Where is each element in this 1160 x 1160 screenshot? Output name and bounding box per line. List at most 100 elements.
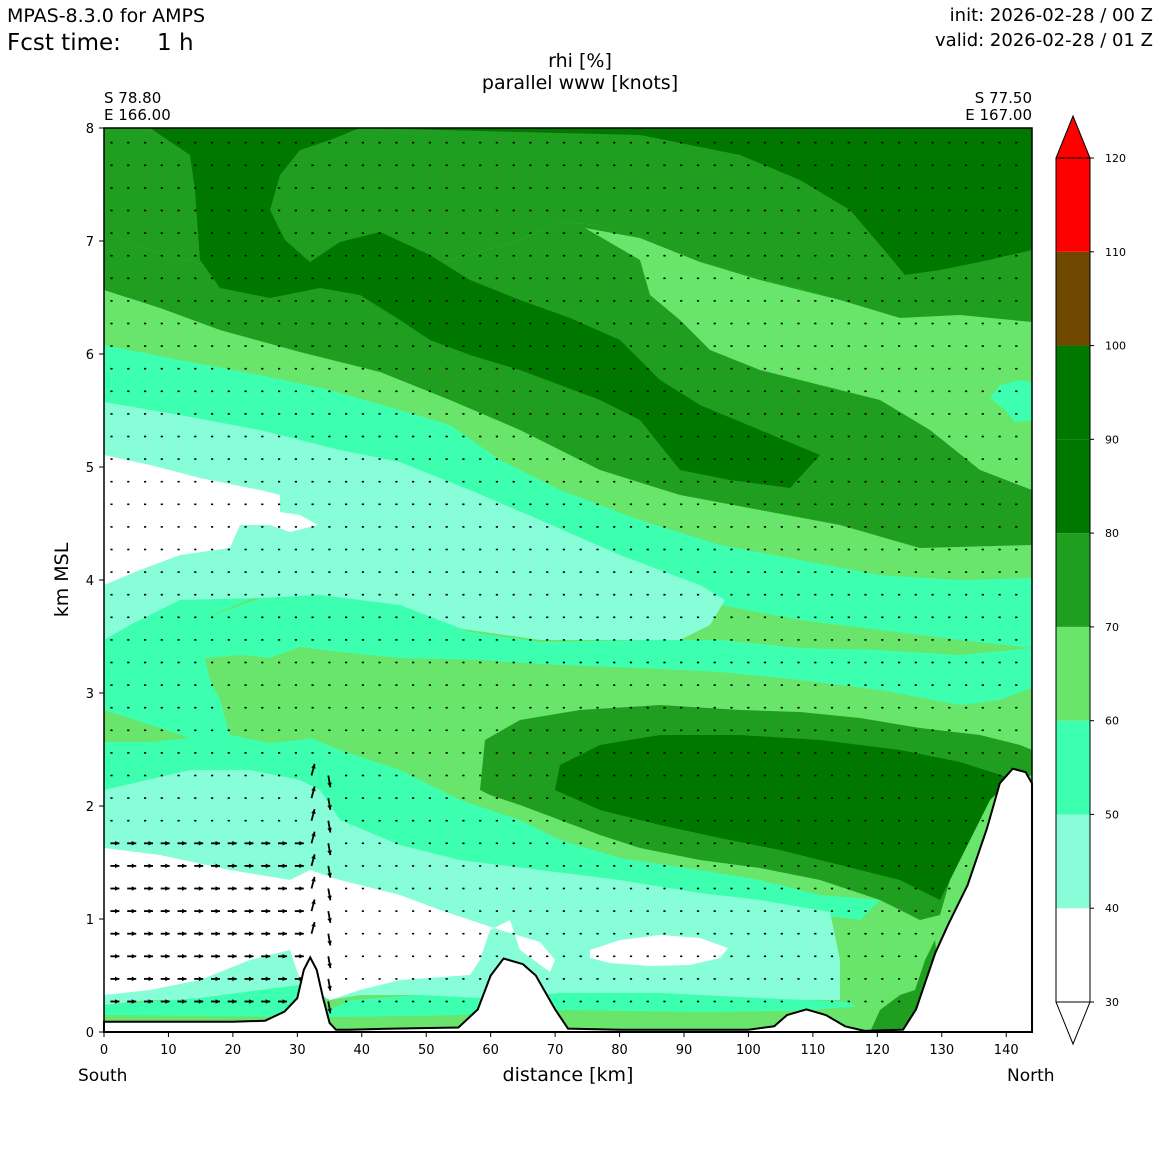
wind-arrowhead <box>311 763 316 769</box>
wind-arrowhead <box>131 954 137 959</box>
wind-arrowhead <box>215 931 220 936</box>
wind-arrowhead <box>232 999 237 1004</box>
wind-arrowhead <box>165 976 170 982</box>
wind-arrowhead <box>299 841 304 846</box>
wind-arrowhead <box>249 908 254 914</box>
wind-arrowhead <box>114 841 120 846</box>
x-axis-label: distance [km] <box>502 1064 634 1086</box>
wind-arrowhead <box>114 976 120 982</box>
wind-arrowhead <box>311 786 316 792</box>
wind-arrowhead <box>182 886 187 891</box>
rhi-band-80-100-top <box>104 128 1032 488</box>
rhi-band-below40-low <box>104 848 555 1000</box>
wind-arrowhead <box>131 886 137 891</box>
wind-arrowhead <box>265 954 271 959</box>
colorbar-segment <box>1056 533 1090 627</box>
colorbar-segment <box>1056 720 1090 815</box>
wind-arrowhead <box>282 886 287 891</box>
colorbar-segment <box>1056 908 1090 1002</box>
wind-arrowhead <box>327 895 332 901</box>
x-tick-label: 90 <box>676 1043 693 1058</box>
wind-arrowhead <box>215 976 220 982</box>
wind-arrowhead <box>182 976 187 982</box>
left-lon: E 166.00 <box>104 106 171 124</box>
wind-arrowhead <box>232 886 237 891</box>
wind-arrowhead <box>148 931 153 936</box>
colorbar-tick-label: 50 <box>1105 808 1119 821</box>
wind-arrowhead <box>182 931 187 936</box>
wind-arrowhead <box>215 999 220 1004</box>
fcst-time-value: 1 h <box>157 30 194 56</box>
wind-arrowhead <box>131 931 137 936</box>
x-tick-label: 70 <box>547 1043 564 1058</box>
colorbar-tick-label: 60 <box>1105 715 1119 728</box>
model-title: MPAS-8.3.0 for AMPS <box>7 5 206 27</box>
wind-arrowhead <box>249 886 254 891</box>
wind-arrowhead <box>131 863 137 869</box>
wind-arrowhead <box>265 999 271 1004</box>
wind-arrowhead <box>165 999 170 1004</box>
wind-arrowhead <box>249 931 254 936</box>
colorbar-tick-label: 100 <box>1105 340 1126 353</box>
wind-arrowhead <box>131 908 137 914</box>
x-tick-label: 110 <box>800 1043 825 1058</box>
colorbar-segment <box>1056 626 1090 721</box>
wind-arrowhead <box>265 931 271 936</box>
wind-arrowhead <box>165 886 170 891</box>
colorbar-extend-max <box>1055 114 1091 159</box>
wind-arrowhead <box>282 863 287 869</box>
left-lat: S 78.80 <box>104 89 162 107</box>
rhi-band-60-70-left <box>104 710 190 742</box>
right-lon: E 167.00 <box>965 106 1032 124</box>
x-tick-label: 50 <box>418 1043 435 1058</box>
wind-arrowhead <box>182 954 187 959</box>
wind-arrowhead <box>198 908 204 914</box>
wind-arrowhead <box>215 908 220 914</box>
wind-arrowhead <box>198 976 204 982</box>
wind-arrowhead <box>148 841 153 846</box>
colorbar-segment <box>1056 439 1090 534</box>
wind-arrowhead <box>114 908 120 914</box>
valid-time: valid: 2026-02-28 / 01 Z <box>935 30 1153 51</box>
wind-arrowhead <box>232 841 237 846</box>
colorbar-tick-label: 90 <box>1105 433 1119 446</box>
x-tick-label: 100 <box>736 1043 761 1058</box>
x-tick-label: 80 <box>611 1043 628 1058</box>
wind-arrowhead <box>148 863 153 869</box>
colorbar-tick-label: 80 <box>1105 527 1119 540</box>
y-tick-label: 7 <box>86 235 94 250</box>
wind-arrowhead <box>215 886 220 891</box>
wind-arrowhead <box>165 908 170 914</box>
colorbar-tick-label: 70 <box>1105 621 1119 634</box>
wind-arrowhead <box>249 954 254 959</box>
chart-subtitle: parallel www [knots] <box>481 72 679 94</box>
x-tick-label: 0 <box>100 1043 108 1058</box>
wind-arrowhead <box>282 976 287 982</box>
rhi-band-below40-upper <box>104 455 318 585</box>
wind-arrowhead <box>327 805 332 810</box>
colorbar-tick-label: 30 <box>1105 996 1119 1009</box>
wind-arrowhead <box>327 782 332 788</box>
fcst-time-label: Fcst time: <box>7 30 121 56</box>
x-tick-label: 120 <box>865 1043 890 1058</box>
wind-arrowhead <box>265 863 271 869</box>
wind-arrowhead <box>299 931 304 936</box>
wind-arrowhead <box>131 999 137 1004</box>
colorbar-segment <box>1056 814 1090 909</box>
wind-arrowhead <box>198 931 204 936</box>
y-tick-label: 3 <box>86 687 94 702</box>
wind-arrowhead <box>299 886 304 891</box>
rhi-band-40-50-upper <box>104 402 725 640</box>
rhi-band-80-100-core <box>555 735 1010 900</box>
wind-arrowhead <box>327 918 332 923</box>
wind-arrowhead <box>249 863 254 869</box>
wind-arrowhead <box>311 876 316 882</box>
wind-arrowhead <box>327 872 332 878</box>
y-tick-label: 1 <box>86 913 94 928</box>
wind-arrowhead <box>327 850 332 856</box>
y-tick-label: 6 <box>86 348 94 363</box>
wind-arrowhead <box>282 908 287 914</box>
wind-arrowhead <box>249 976 254 982</box>
x-axis-ticks: 0 10 20 30 40 50 60 70 80 90 100 110 120 130 140 <box>100 1032 1019 1058</box>
